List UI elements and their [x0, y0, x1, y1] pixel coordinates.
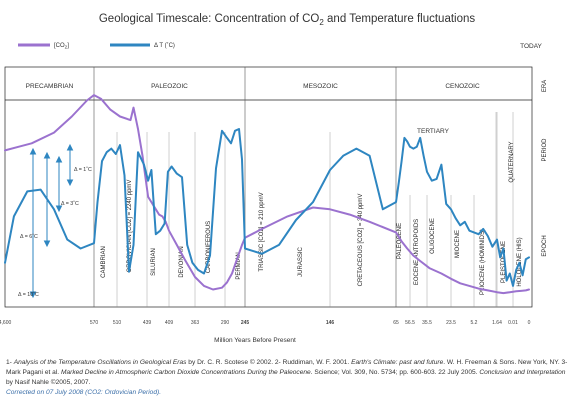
epoch-label-11: OLIGOCENE	[430, 218, 436, 254]
period-label-quaternary: QUATERNARY	[509, 141, 515, 182]
legend-temp-label: Δ T (˚C)	[154, 42, 175, 49]
epoch-label-13: PLIOCENE (HOMINIDS)	[480, 229, 486, 295]
title-part-sub: 2	[319, 18, 324, 27]
x-tick-label: 439	[143, 320, 152, 326]
era-labels: PRECAMBRIAN PALEOZOIC MESOZOIC CENOZOIC	[26, 83, 480, 90]
x-tick-label: 0	[528, 320, 531, 326]
x-axis-ticks: 4,600 570 510 439 409 363 290 245 146 65 56.5 35.5 2…	[0, 320, 531, 326]
footnote-part-1: 1-	[6, 359, 14, 366]
x-tick-label: 4,600	[0, 320, 11, 326]
epoch-label-12: MIOCENE	[455, 230, 461, 258]
era-label-precambrian: PRECAMBRIAN	[26, 83, 74, 90]
x-tick-label: 23.5	[446, 320, 456, 326]
epoch-label-7: JURASSIC	[298, 246, 304, 276]
x-tick-label: 570	[90, 320, 99, 326]
legend-co2-part-sub: 2	[65, 45, 68, 50]
footnote-correction: Corrected on 07 July 2008 (CO2: Ordovici…	[6, 389, 162, 396]
epoch-label-9: PALEOCENE	[397, 223, 403, 259]
x-tick-label: 363	[191, 320, 200, 326]
era-label-mesozoic: MESOZOIC	[303, 83, 338, 90]
title-part-3: and Temperature fluctuations	[324, 13, 476, 25]
temp-scale-label-1: Δ = 1˚C	[74, 166, 92, 173]
geological-timescale-chart: Geological Timescale: Concentration of C…	[0, 13, 548, 344]
footnote-part-3: by Dr. C. R. Scotese © 2002. 2- Ruddiman…	[186, 359, 352, 366]
epoch-label-10: EOCENE ANTROPOIDS	[414, 219, 420, 285]
chart-title: Geological Timescale: Concentration of C…	[99, 13, 476, 27]
footnote-part-2: Analysis of the Temperature Oscillations…	[13, 359, 187, 366]
chart-frame	[4, 66, 533, 308]
x-axis-label: Million Years Before Present	[214, 337, 296, 344]
era-label-paleozoic: PALEOZOIC	[151, 83, 188, 90]
legend-co2-part-3: ]	[67, 43, 69, 49]
epoch-label-0: CAMBRIAN	[101, 246, 107, 278]
footnote-part-4: Earth's Climate: past and future	[351, 359, 444, 366]
x-tick-label: 290	[221, 320, 230, 326]
x-tick-label: 146	[326, 320, 335, 326]
row-label-epoch: EPOCH	[542, 235, 548, 256]
x-tick-label: 245	[241, 320, 250, 326]
title-part-1: Geological Timescale: Concentration of C…	[99, 13, 320, 25]
epoch-label-3: DEVONIAN	[179, 246, 185, 277]
epoch-label-2: SILURIAN	[151, 248, 157, 276]
footnote-part-8: Conclusion and Interpretation	[479, 369, 566, 376]
temp-scale-label-10: Δ = 10˚C	[18, 291, 39, 298]
x-tick-label: 35.5	[422, 320, 432, 326]
era-label-cenozoic: CENOZOIC	[445, 83, 480, 90]
today-label: TODAY	[520, 43, 542, 50]
boundary-lines	[93, 67, 514, 307]
x-tick-label: 510	[113, 320, 122, 326]
x-tick-label: 65	[393, 320, 399, 326]
footnote-part-7: . Science; Vol. 309, No. 5734; pp. 600-6…	[310, 369, 480, 376]
footnote-part-5: . W. H. Freeman & Sons. New York, NY. 3-…	[6, 359, 568, 376]
legend-co2-label: [CO2]	[54, 43, 69, 50]
period-label-tertiary: TERTIARY	[417, 128, 450, 135]
x-tick-label: 409	[165, 320, 174, 326]
epoch-label-5: PERMIAN	[236, 252, 242, 279]
x-tick-label: 1.64	[492, 320, 502, 326]
epoch-label-4: CARBONIFEROUS	[206, 221, 212, 273]
epoch-label-6: TRIASSIC [CO2] = 210 ppmV	[259, 192, 265, 271]
temperature-series-line	[4, 128, 530, 287]
legend: [CO2] Δ T (˚C)	[18, 42, 175, 50]
row-label-era: ERA	[542, 80, 548, 92]
footnote-part-9: by Nasif Nahle ©2005, 2007.	[6, 379, 91, 386]
co2-series-line	[4, 94, 530, 295]
legend-co2-part-1: [CO	[54, 43, 65, 49]
footnote-part-6: Marked Decline in Atmospheric Carbon Dio…	[60, 369, 311, 376]
x-tick-label: 56.5	[405, 320, 415, 326]
epoch-label-8: CRETACEOUS [CO2] = 340 ppmV	[358, 194, 364, 287]
data-series	[4, 94, 530, 295]
temperature-scale	[29, 143, 74, 299]
row-label-period: PERIOD	[542, 138, 548, 162]
epoch-labels: CAMBRIAN ORDOVICIAN [CO2] = 2240 ppmV SILU…	[101, 180, 523, 295]
x-tick-label: 0.01	[508, 320, 518, 326]
x-tick-label: 5.2	[471, 320, 478, 326]
temp-scale-label-3: Δ = 3˚C	[61, 200, 79, 207]
temp-scale-label-6: Δ = 6˚C	[20, 233, 38, 240]
footnote: 1- Analysis of the Temperature Oscillati…	[6, 358, 568, 398]
epoch-label-1: ORDOVICIAN [CO2] = 2240 ppmV	[127, 180, 133, 273]
